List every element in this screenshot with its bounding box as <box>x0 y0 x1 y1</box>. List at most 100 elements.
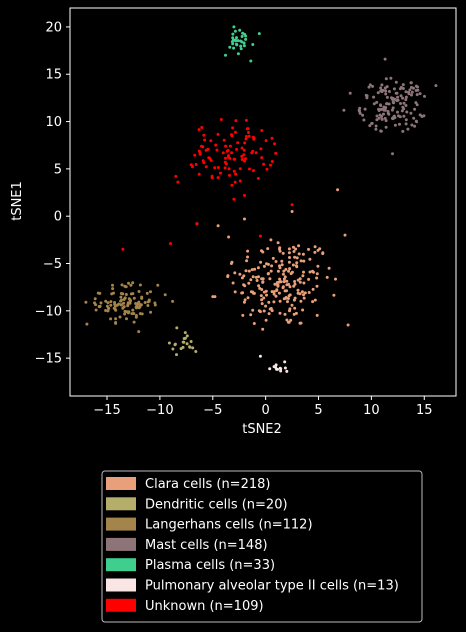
data-point <box>248 167 251 171</box>
legend-label: Unknown (n=109) <box>145 599 264 614</box>
data-point <box>363 107 367 111</box>
data-point <box>117 302 121 306</box>
data-point <box>121 247 125 251</box>
data-point <box>181 340 185 344</box>
data-point <box>316 264 320 268</box>
data-point <box>227 235 231 239</box>
data-point <box>114 317 118 321</box>
data-point <box>146 304 150 307</box>
data-point <box>191 346 195 350</box>
data-point <box>288 256 291 259</box>
data-point <box>393 123 397 127</box>
data-point <box>290 203 294 207</box>
data-point <box>176 180 180 184</box>
data-point <box>402 107 406 111</box>
data-point <box>375 114 379 118</box>
data-point <box>175 326 179 330</box>
data-point <box>365 94 369 98</box>
data-point <box>260 129 264 132</box>
data-point <box>247 134 251 138</box>
data-point <box>216 166 220 169</box>
data-point <box>405 110 409 114</box>
data-point <box>110 292 114 296</box>
data-point <box>273 282 277 286</box>
data-point <box>188 345 192 349</box>
y-tick-label: −15 <box>35 352 62 367</box>
data-point <box>383 57 387 61</box>
data-point <box>274 365 278 369</box>
data-point <box>380 117 384 121</box>
data-point <box>266 247 270 251</box>
data-point <box>375 118 379 122</box>
data-point <box>107 307 111 310</box>
data-point <box>260 288 264 291</box>
data-point <box>206 147 210 151</box>
data-point <box>266 262 270 266</box>
data-point <box>299 299 303 303</box>
data-point <box>247 131 250 134</box>
data-point <box>194 163 198 166</box>
y-tick-label: 20 <box>45 20 62 35</box>
data-point <box>404 98 408 102</box>
data-point <box>259 294 263 298</box>
data-point <box>371 84 374 88</box>
data-point <box>245 259 249 263</box>
y-tick-label: 15 <box>45 68 62 83</box>
x-tick-label: 0 <box>262 403 270 418</box>
data-point <box>240 146 244 150</box>
data-point <box>240 154 244 158</box>
data-point <box>244 118 248 122</box>
data-point <box>280 263 284 267</box>
data-point <box>147 299 151 303</box>
data-point <box>234 130 237 134</box>
data-point <box>114 308 118 312</box>
data-point <box>216 224 220 228</box>
data-point <box>286 300 289 304</box>
data-point <box>281 286 285 290</box>
data-point <box>262 162 266 166</box>
data-point <box>193 153 197 157</box>
data-point <box>313 245 317 249</box>
data-point <box>221 151 225 155</box>
data-point <box>398 115 402 119</box>
data-point <box>171 299 175 303</box>
data-point <box>195 222 199 226</box>
data-point <box>410 123 414 127</box>
data-point <box>281 251 285 255</box>
x-tick-label: 10 <box>363 403 380 418</box>
data-point <box>391 106 395 110</box>
data-point <box>233 38 237 42</box>
data-point <box>211 295 215 299</box>
data-point <box>239 44 243 48</box>
data-point <box>361 113 365 117</box>
data-point <box>126 304 130 308</box>
data-point <box>213 295 217 299</box>
legend-label: Dendritic cells (n=20) <box>145 497 288 512</box>
data-point <box>210 174 214 178</box>
data-point <box>134 314 138 317</box>
data-point <box>130 312 134 316</box>
data-point <box>299 259 303 263</box>
legend-label: Clara cells (n=218) <box>145 477 270 492</box>
x-axis-label: tSNE2 <box>242 422 282 437</box>
data-point <box>230 134 234 138</box>
data-point <box>412 116 416 120</box>
data-point <box>272 290 276 294</box>
data-point <box>291 263 295 267</box>
data-point <box>244 269 248 273</box>
data-point <box>401 87 405 90</box>
data-point <box>247 269 251 273</box>
data-point <box>288 267 292 271</box>
data-point <box>173 342 177 346</box>
data-point <box>374 127 378 131</box>
data-point <box>122 301 126 305</box>
data-point <box>396 110 399 114</box>
data-point <box>111 287 115 291</box>
data-point <box>260 302 264 306</box>
points-layer <box>84 25 438 373</box>
data-point <box>379 129 383 133</box>
data-point <box>292 298 296 302</box>
data-point <box>409 81 413 85</box>
data-point <box>104 299 108 303</box>
data-point <box>293 306 297 310</box>
